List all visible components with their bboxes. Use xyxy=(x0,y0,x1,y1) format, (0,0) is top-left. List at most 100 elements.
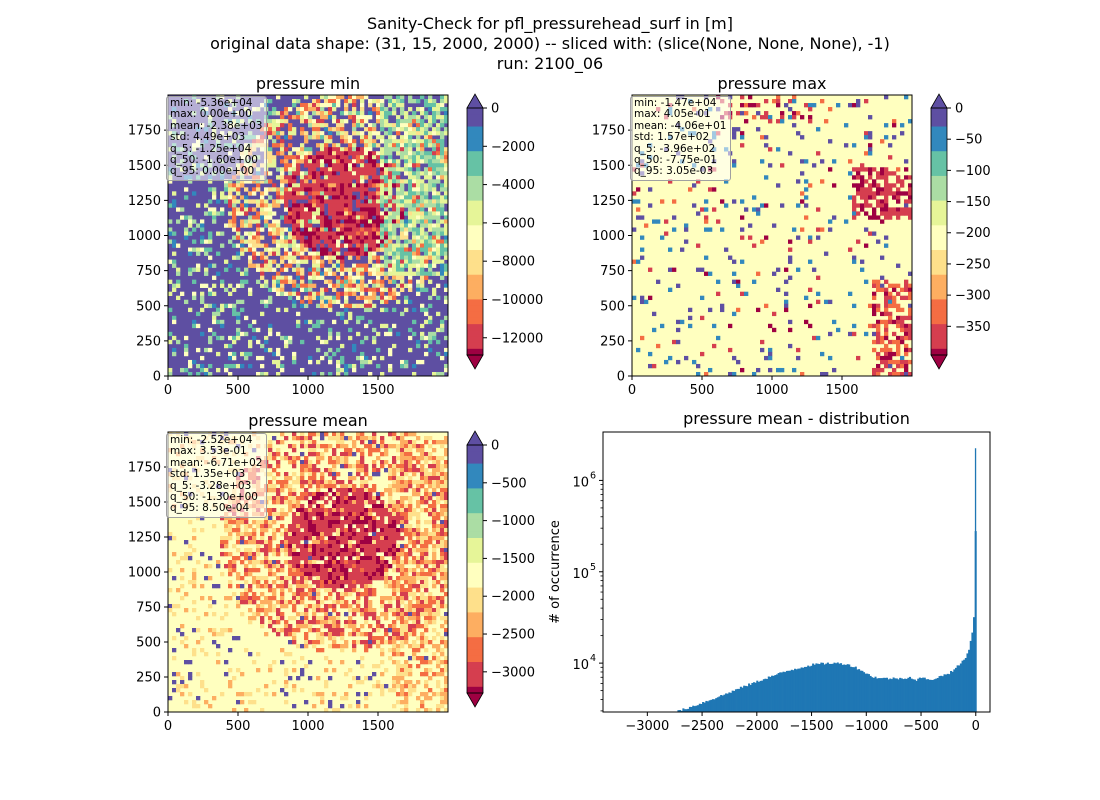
map-pixel xyxy=(336,211,341,216)
map-pixel xyxy=(244,548,249,553)
map-pixel xyxy=(300,131,305,136)
map-pixel xyxy=(404,247,409,252)
map-pixel xyxy=(296,560,301,565)
map-pixel xyxy=(420,111,425,116)
map-pixel xyxy=(344,275,349,280)
map-pixel xyxy=(376,239,381,244)
map-pixel xyxy=(380,544,385,549)
map-pixel xyxy=(420,123,425,128)
map-pixel xyxy=(252,580,257,585)
map-pixel xyxy=(380,167,385,172)
map-pixel xyxy=(428,255,433,260)
map-pixel xyxy=(312,371,317,377)
map-pixel xyxy=(296,311,301,317)
map-pixel xyxy=(748,95,753,100)
map-pixel xyxy=(444,147,449,152)
map-pixel xyxy=(372,171,377,176)
map-pixel xyxy=(268,211,273,216)
map-pixel xyxy=(884,203,889,208)
map-pixel xyxy=(788,151,793,156)
map-pixel xyxy=(364,231,369,236)
map-pixel xyxy=(732,259,737,264)
map-pixel xyxy=(284,235,289,240)
map-pixel xyxy=(272,251,277,256)
map-pixel xyxy=(692,203,697,208)
map-pixel xyxy=(320,207,325,212)
y-tick-label: 1750 xyxy=(128,124,161,139)
map-pixel xyxy=(272,456,277,461)
map-pixel xyxy=(400,488,405,493)
map-pixel xyxy=(256,327,261,333)
map-pixel xyxy=(368,476,373,481)
map-pixel xyxy=(636,187,641,192)
map-pixel xyxy=(768,323,773,329)
map-pixel xyxy=(248,223,253,228)
map-pixel xyxy=(280,119,285,124)
map-pixel xyxy=(656,279,661,284)
map-pixel xyxy=(384,540,389,545)
map-pixel xyxy=(232,219,237,224)
colorbar-segment xyxy=(931,169,947,177)
map-pixel xyxy=(436,243,441,248)
map-pixel xyxy=(192,267,197,272)
map-pixel xyxy=(372,572,377,577)
map-pixel xyxy=(172,319,177,325)
map-pixel xyxy=(340,223,345,228)
map-pixel xyxy=(292,227,297,232)
map-pixel xyxy=(376,103,381,108)
map-pixel xyxy=(224,183,229,188)
map-pixel xyxy=(404,219,409,224)
map-pixel xyxy=(420,127,425,132)
map-pixel xyxy=(384,131,389,136)
map-pixel xyxy=(356,251,361,256)
map-pixel xyxy=(396,123,401,128)
map-pixel xyxy=(344,520,349,525)
map-pixel xyxy=(364,500,369,505)
map-pixel xyxy=(280,287,285,292)
map-pixel xyxy=(408,532,413,537)
map-pixel xyxy=(900,207,905,212)
map-pixel xyxy=(340,183,345,188)
map-pixel xyxy=(440,115,445,120)
map-pixel xyxy=(280,131,285,136)
map-pixel xyxy=(832,159,837,164)
map-pixel xyxy=(328,564,333,569)
map-pixel xyxy=(240,203,245,208)
map-pixel xyxy=(416,151,421,156)
map-pixel xyxy=(424,219,429,224)
map-pixel xyxy=(332,195,337,200)
map-pixel xyxy=(440,187,445,192)
map-pixel xyxy=(312,295,317,301)
map-pixel xyxy=(416,556,421,561)
map-pixel xyxy=(808,287,813,292)
colorbar-segment xyxy=(467,274,483,282)
map-pixel xyxy=(688,315,693,321)
map-pixel xyxy=(280,576,285,581)
map-pixel xyxy=(324,508,329,513)
map-pixel xyxy=(284,207,289,212)
map-pixel xyxy=(776,147,781,152)
map-pixel xyxy=(360,464,365,469)
map-pixel xyxy=(424,247,429,252)
map-pixel xyxy=(380,532,385,537)
map-pixel xyxy=(852,215,857,220)
map-pixel xyxy=(400,123,405,128)
map-pixel xyxy=(368,255,373,260)
map-pixel xyxy=(420,207,425,212)
map-pixel xyxy=(348,532,353,537)
map-pixel xyxy=(320,452,325,457)
map-pixel xyxy=(320,339,325,345)
map-pixel xyxy=(408,267,413,272)
map-pixel xyxy=(372,267,377,272)
map-pixel xyxy=(400,480,405,485)
map-pixel xyxy=(268,452,273,457)
map-pixel xyxy=(296,556,301,561)
map-pixel xyxy=(808,115,813,120)
map-pixel xyxy=(388,540,393,545)
map-pixel xyxy=(868,147,873,152)
map-pixel xyxy=(364,283,369,288)
map-pixel xyxy=(732,279,737,284)
map-pixel xyxy=(424,103,429,108)
map-pixel xyxy=(436,512,441,517)
map-pixel xyxy=(324,432,329,437)
